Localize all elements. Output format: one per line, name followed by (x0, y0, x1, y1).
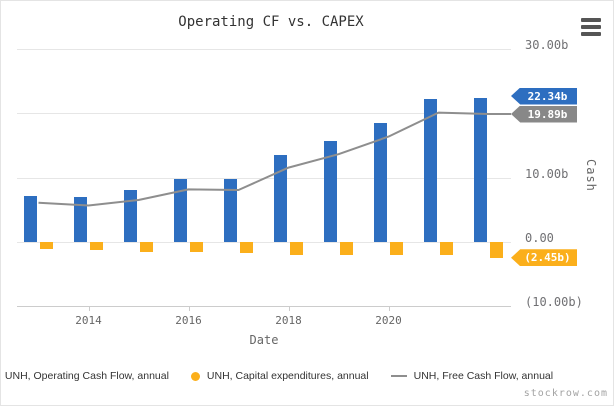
y-axis-label-10.00b: 10.00b (525, 166, 569, 181)
gridline (17, 49, 511, 50)
y-axis-label-(10.00b): (10.00b) (525, 295, 583, 310)
bar-capital-expenditures-2019[interactable] (390, 242, 403, 256)
x-axis-label-2016: 2016 (175, 314, 202, 327)
x-axis-title: Date (249, 333, 279, 347)
bar-capital-expenditures-2014[interactable] (140, 242, 153, 252)
x-tick-mark (188, 306, 190, 312)
x-axis-label-2014: 2014 (75, 314, 102, 327)
legend: UNH, Operating Cash Flow, annual UNH, Cap… (1, 370, 553, 382)
y-axis-label-30.00b: 30.00b (525, 38, 569, 52)
value-tag-capital-expenditures: (2.45b) (511, 249, 577, 267)
legend-item-label: UNH, Operating Cash Flow, annual (4, 370, 169, 382)
bar-capital-expenditures-2020[interactable] (440, 242, 453, 256)
value-tag-free-cash-flow: 19.89b (511, 105, 577, 123)
legend-item-label: UNH, Capital expenditures, annual (206, 370, 369, 382)
bar-capital-expenditures-2013[interactable] (90, 242, 103, 251)
chart-title: Operating CF vs. CAPEX (178, 14, 364, 30)
value-tag-operating-cash-flow: 22.34b (511, 87, 577, 105)
bar-capital-expenditures-2017[interactable] (290, 242, 303, 255)
x-tick-mark (88, 306, 90, 312)
chart-menu-button[interactable] (579, 16, 603, 38)
legend-item-label: UNH, Free Cash Flow, annual (413, 370, 554, 382)
bar-operating-cash-flow-2012[interactable] (24, 195, 37, 242)
bar-capital-expenditures-2012[interactable] (40, 242, 53, 249)
y-axis-label-0.00: 0.00 (525, 231, 554, 245)
legend-item-free-cash-flow[interactable]: UNH, Free Cash Flow, annual (390, 370, 554, 382)
x-axis-label-2020: 2020 (375, 314, 402, 327)
x-tick-mark (288, 306, 290, 312)
bar-capital-expenditures-2021[interactable] (490, 242, 503, 258)
watermark: stockrow.com (523, 388, 608, 399)
x-axis-label-2018: 2018 (275, 314, 302, 327)
x-tick-mark (388, 306, 390, 312)
legend-item-capital-expenditures[interactable]: UNH, Capital expenditures, annual (190, 370, 369, 382)
bar-operating-cash-flow-2013[interactable] (74, 197, 87, 242)
y-axis-title: Cash (584, 159, 598, 192)
bar-capital-expenditures-2015[interactable] (190, 242, 203, 252)
hamburger-menu-icon (581, 18, 601, 36)
legend-item-operating-cash-flow[interactable]: UNH, Operating Cash Flow, annual (1, 370, 169, 382)
bar-capital-expenditures-2018[interactable] (340, 242, 353, 256)
legend-marker-capital-expenditures-icon (190, 371, 200, 381)
bar-capital-expenditures-2016[interactable] (240, 242, 253, 253)
x-axis-line (17, 306, 511, 308)
gridline (17, 242, 511, 243)
legend-marker-free-cash-flow-icon (390, 375, 407, 377)
